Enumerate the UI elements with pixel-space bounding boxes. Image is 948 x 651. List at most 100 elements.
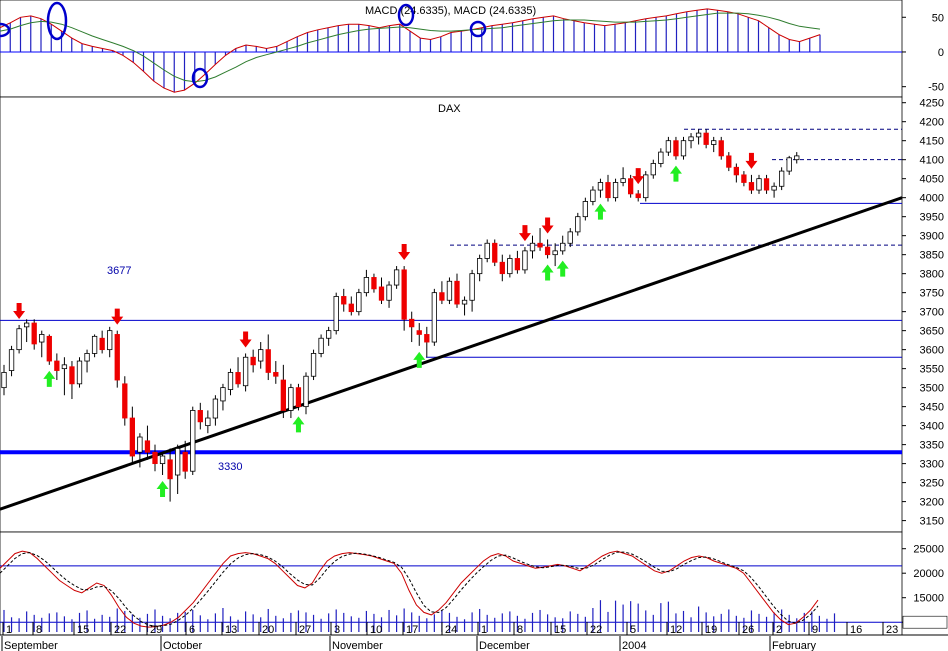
candle-body [673,140,679,157]
price-y-tick-label: 3400 [920,421,944,433]
candle-body [612,182,619,199]
price-y-tick-label: 3750 [920,288,944,300]
date-tick-label: 1 [481,624,487,636]
candle-body [439,292,445,301]
price-y-tick-label: 3450 [920,402,944,414]
sell-signal-arrow [632,168,645,185]
candle-body [144,440,151,453]
candle-body [378,286,385,301]
date-tick-label: 3 [334,624,340,636]
candle-body [205,417,211,427]
date-tick-label: 16 [850,624,862,636]
sell-signal-arrow [13,302,26,319]
candle-body [371,277,377,290]
candle-body [741,174,747,183]
candle-body [303,375,309,408]
candle-body [8,349,15,371]
price-y-tick-label: 4150 [920,136,944,148]
candle-body [620,178,626,183]
candle-body [220,387,226,402]
oscillator-y-tick-label: 25000 [913,544,944,556]
oscillator-line [0,550,819,628]
macd-y-tick-label: -50 [928,82,944,94]
candle-body [680,140,687,157]
candle-body [461,299,468,305]
candle-body [703,132,709,145]
level-label-3677: 3677 [107,265,131,277]
month-label: September [4,640,58,651]
candle-body [16,328,22,351]
price-y-tick-label: 3250 [920,478,944,490]
candle-body [159,455,166,465]
candle-body [786,157,792,172]
candle-body [23,322,30,328]
oscillator-volume-panel: 10000150002000025000 [0,531,948,636]
candle-body [552,250,558,256]
oscillator-y-tick-label: 15000 [913,593,944,605]
macd-line [0,8,821,93]
price-y-tick-label: 3150 [920,516,944,528]
date-tick-label: 23 [886,624,898,636]
macd-y-tick-label: 50 [932,12,944,24]
candle-body [733,166,739,176]
candle-body [363,277,370,294]
candle-body [333,296,339,332]
candle-body [129,417,136,457]
sell-signal-arrow [745,152,758,169]
macd-highlight-circle [46,1,68,41]
sell-signal-arrow [541,217,554,234]
candle-body [137,436,143,453]
macd-y-tick-label: 0 [938,47,944,59]
candle-body [99,337,105,351]
price-y-tick-label: 4050 [920,174,944,186]
price-y-tick-label: 3700 [920,307,944,319]
candle-body [235,372,241,385]
macd-highlight-circle [397,3,415,27]
candle-body [582,201,588,218]
sell-signal-arrow [111,308,124,325]
candle-body [628,178,634,195]
candle-body [492,242,498,263]
buy-signal-arrow [594,203,607,220]
candle-body [227,372,234,390]
date-tick-label: 8 [517,624,523,636]
candle-body [341,296,347,305]
date-tick-label: 26 [742,624,754,636]
candle-body [605,182,611,199]
candle-body [537,242,543,248]
candle-body [288,387,294,411]
date-tick-label: 2 [776,624,782,636]
candle-body [454,280,460,305]
candle-body [325,330,332,339]
candle-body [643,174,649,199]
price-y-tick-label: 4000 [920,193,944,205]
date-tick-label: 19 [705,624,717,636]
macd-panel: MACD (24.6335), MACD (24.6335) -50 0 50 [0,0,944,98]
date-tick-label: 17 [406,624,418,636]
oscillator-signal-line [0,551,819,627]
candle-body [174,448,181,476]
candle-body [31,322,37,345]
candle-body [544,246,551,256]
candle-body [152,451,158,465]
date-tick-label: 27 [299,624,311,636]
price-y-tick-label: 3800 [920,269,944,281]
price-y-tick-label: 4100 [920,155,944,167]
candle-body [348,303,354,313]
month-label: 2004 [622,640,646,651]
candle-body [763,178,770,191]
date-tick-label: 20 [262,624,274,636]
date-tick-label: 13 [225,624,237,636]
candle-body [688,136,694,142]
candle-body [61,364,68,370]
candle-body [295,387,302,408]
price-y-tick-label: 3300 [920,459,944,471]
candle-body [280,379,287,411]
buy-signal-arrow [541,264,554,281]
price-y-tick-label: 3850 [920,250,944,262]
candle-body [1,372,7,389]
candle-body [310,353,317,377]
sell-signal-arrow [239,331,252,348]
candle-body [386,284,392,301]
